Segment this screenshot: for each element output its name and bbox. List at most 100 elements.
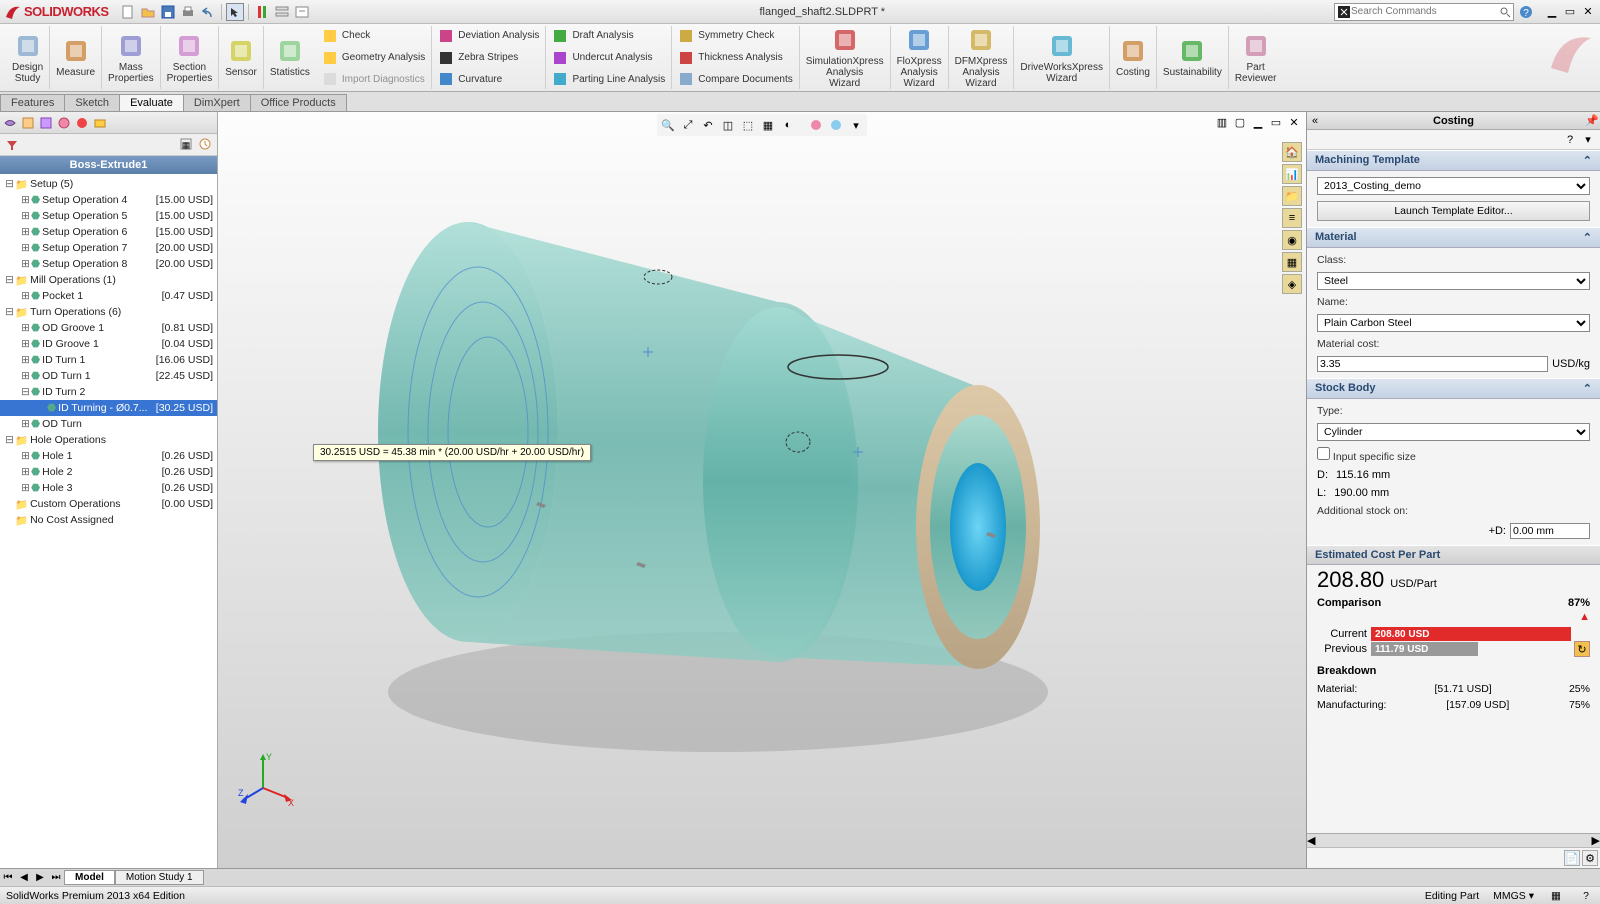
ribbon-curv[interactable]: Curvature bbox=[438, 69, 539, 89]
tree-node[interactable]: ⬣ID Turning - Ø0.7...[30.25 USD] bbox=[0, 400, 217, 416]
ribbon-costing[interactable]: Costing bbox=[1110, 26, 1157, 89]
tab-dimxpert[interactable]: DimXpert bbox=[183, 94, 251, 111]
undo-icon[interactable] bbox=[199, 3, 217, 21]
reset-baseline-icon[interactable]: ↻ bbox=[1574, 641, 1590, 657]
dropdown-icon[interactable] bbox=[293, 3, 311, 21]
collapse-icon[interactable]: « bbox=[1307, 113, 1323, 129]
filter-icon[interactable] bbox=[4, 137, 20, 153]
bottom-tab-model[interactable]: Model bbox=[64, 870, 115, 885]
close-icon[interactable]: ✕ bbox=[1580, 4, 1596, 20]
tree-node[interactable]: ⊞⬣OD Groove 1[0.81 USD] bbox=[0, 320, 217, 336]
print-icon[interactable] bbox=[179, 3, 197, 21]
stock-section-header[interactable]: Stock Body⌃ bbox=[1307, 378, 1600, 399]
tree-node[interactable]: ⊞⬣Setup Operation 4[15.00 USD] bbox=[0, 192, 217, 208]
ribbon-sym[interactable]: Symmetry Check bbox=[678, 26, 792, 46]
ribbon-simx[interactable]: SimulationXpressAnalysisWizard bbox=[800, 26, 891, 89]
tree-filter-icon[interactable] bbox=[2, 115, 18, 131]
vt-layers-icon[interactable]: ≡ bbox=[1282, 208, 1302, 228]
class-select[interactable]: Steel bbox=[1317, 272, 1590, 290]
ribbon-compare[interactable]: Compare Documents bbox=[678, 69, 792, 89]
ribbon-thick[interactable]: Thickness Analysis bbox=[678, 48, 792, 68]
ribbon-zebra[interactable]: Zebra Stripes bbox=[438, 48, 539, 68]
search-commands[interactable] bbox=[1334, 3, 1514, 21]
status-help-icon[interactable]: ? bbox=[1578, 888, 1594, 904]
tree-display-icon[interactable] bbox=[20, 115, 36, 131]
bottom-tab-motion-study-1[interactable]: Motion Study 1 bbox=[115, 870, 204, 885]
tree-node[interactable]: 📁No Cost Assigned bbox=[0, 512, 217, 528]
tree-clock-icon[interactable] bbox=[197, 136, 213, 152]
search-icon[interactable] bbox=[1499, 6, 1511, 18]
tab-sketch[interactable]: Sketch bbox=[64, 94, 120, 111]
tree-node[interactable]: ⊞⬣OD Turn 1[22.45 USD] bbox=[0, 368, 217, 384]
ribbon-draft[interactable]: Draft Analysis bbox=[552, 26, 665, 46]
ribbon-flox[interactable]: FloXpressAnalysisWizard bbox=[891, 26, 949, 89]
tree-node[interactable]: ⊞⬣Pocket 1[0.47 USD] bbox=[0, 288, 217, 304]
costing-scrollbar[interactable]: ◀▶ bbox=[1307, 833, 1600, 847]
material-name-select[interactable]: Plain Carbon Steel bbox=[1317, 314, 1590, 332]
tree-config-icon[interactable] bbox=[38, 115, 54, 131]
ribbon-geom[interactable]: Geometry Analysis bbox=[322, 48, 425, 68]
tree-node[interactable]: ⊞⬣Setup Operation 7[20.00 USD] bbox=[0, 240, 217, 256]
ribbon-check[interactable]: Check bbox=[322, 26, 425, 46]
tree-globe-icon[interactable] bbox=[74, 115, 90, 131]
tree-node[interactable]: 📁Custom Operations[0.00 USD] bbox=[0, 496, 217, 512]
tree-node[interactable]: ⊞⬣Hole 3[0.26 USD] bbox=[0, 480, 217, 496]
vt-decal-icon[interactable]: ▦ bbox=[1282, 252, 1302, 272]
ribbon-dfmx[interactable]: DFMXpressAnalysisWizard bbox=[949, 26, 1015, 89]
ribbon-stats[interactable]: Statistics bbox=[264, 26, 316, 89]
tree-node[interactable]: ⊟📁Turn Operations (6) bbox=[0, 304, 217, 320]
ribbon-undercut[interactable]: Undercut Analysis bbox=[552, 48, 665, 68]
btab-prev-icon[interactable]: ◀ bbox=[16, 870, 32, 886]
tree-node[interactable]: ⊞⬣Setup Operation 5[15.00 USD] bbox=[0, 208, 217, 224]
costing-help-icon[interactable]: ? bbox=[1562, 132, 1578, 148]
tree-node[interactable]: ⊟📁Mill Operations (1) bbox=[0, 272, 217, 288]
tree-node[interactable]: ⊞⬣ID Groove 1[0.04 USD] bbox=[0, 336, 217, 352]
help-icon[interactable]: ? bbox=[1518, 4, 1534, 20]
tab-evaluate[interactable]: Evaluate bbox=[119, 94, 184, 111]
ribbon-import[interactable]: Import Diagnostics bbox=[322, 69, 425, 89]
vp-tile-icon[interactable]: ▥ bbox=[1214, 114, 1230, 130]
ribbon-partrev[interactable]: PartReviewer bbox=[1229, 26, 1283, 89]
template-select[interactable]: 2013_Costing_demo bbox=[1317, 177, 1590, 195]
restore-icon[interactable]: ▭ bbox=[1562, 4, 1578, 20]
new-icon[interactable] bbox=[119, 3, 137, 21]
specific-size-checkbox[interactable]: Input specific size bbox=[1317, 447, 1590, 463]
costing-settings-icon[interactable]: ⚙ bbox=[1582, 850, 1598, 866]
options-icon[interactable] bbox=[273, 3, 291, 21]
tree-node[interactable]: ⊞⬣Setup Operation 6[15.00 USD] bbox=[0, 224, 217, 240]
btab-first-icon[interactable]: ⏮ bbox=[0, 870, 16, 886]
save-icon[interactable] bbox=[159, 3, 177, 21]
ribbon-parting[interactable]: Parting Line Analysis bbox=[552, 69, 665, 89]
btab-last-icon[interactable]: ⏭ bbox=[48, 870, 64, 886]
open-icon[interactable] bbox=[139, 3, 157, 21]
costing-report-icon[interactable]: 📄 bbox=[1564, 850, 1580, 866]
tree-node[interactable]: ⊟📁Setup (5) bbox=[0, 176, 217, 192]
tree-node[interactable]: ⊞⬣Hole 2[0.26 USD] bbox=[0, 464, 217, 480]
select-icon[interactable] bbox=[226, 3, 244, 21]
ribbon-mass[interactable]: MassProperties bbox=[102, 26, 161, 89]
rebuild-icon[interactable] bbox=[253, 3, 271, 21]
tree-node[interactable]: ⊞⬣OD Turn bbox=[0, 416, 217, 432]
vt-folder-icon[interactable]: 📁 bbox=[1282, 186, 1302, 206]
vt-appear-icon[interactable]: ◉ bbox=[1282, 230, 1302, 250]
ribbon-section[interactable]: SectionProperties bbox=[161, 26, 220, 89]
status-grid-icon[interactable]: ▦ bbox=[1548, 888, 1564, 904]
tree-node[interactable]: ⊞⬣Setup Operation 8[20.00 USD] bbox=[0, 256, 217, 272]
ribbon-sensor[interactable]: Sensor bbox=[219, 26, 264, 89]
3d-viewport[interactable]: 🔍 ⤢ ↶ ◫ ⬚ ▦ ◐ ▾ ▥ ▢ ▁ ▭ ✕ 🏠 📊 📁 ≡ ◉ ▦ ◈ bbox=[218, 112, 1306, 868]
minimize-icon[interactable]: ▁ bbox=[1544, 4, 1560, 20]
launch-template-button[interactable]: Launch Template Editor... bbox=[1317, 201, 1590, 221]
vp-single-icon[interactable]: ▢ bbox=[1232, 114, 1248, 130]
stock-type-select[interactable]: Cylinder bbox=[1317, 423, 1590, 441]
vp-min-icon[interactable]: ▁ bbox=[1250, 114, 1266, 130]
template-section-header[interactable]: Machining Template⌃ bbox=[1307, 150, 1600, 171]
ribbon-sustain[interactable]: Sustainability bbox=[1157, 26, 1229, 89]
costing-menu-icon[interactable]: ▾ bbox=[1580, 132, 1596, 148]
tree-prop-icon[interactable] bbox=[56, 115, 72, 131]
tree-node[interactable]: ⊞⬣Hole 1[0.26 USD] bbox=[0, 448, 217, 464]
ribbon-dwx[interactable]: DriveWorksXpressWizard bbox=[1014, 26, 1110, 89]
tree-node[interactable]: ⊞⬣ID Turn 1[16.06 USD] bbox=[0, 352, 217, 368]
material-cost-input[interactable] bbox=[1317, 356, 1548, 372]
home-icon[interactable]: 🏠 bbox=[1282, 142, 1302, 162]
search-input[interactable] bbox=[1351, 6, 1499, 17]
